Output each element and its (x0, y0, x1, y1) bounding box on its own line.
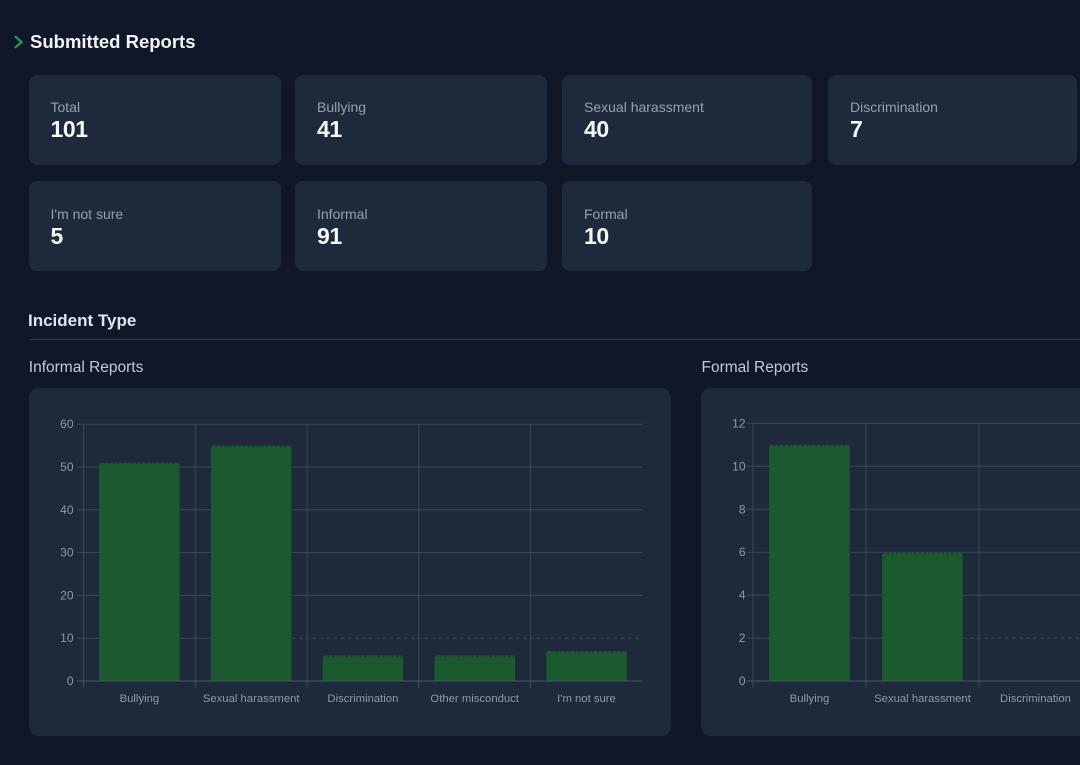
svg-text:Sexual harassment: Sexual harassment (874, 693, 972, 705)
svg-text:60: 60 (60, 417, 74, 431)
svg-text:Other misconduct: Other misconduct (430, 693, 519, 705)
svg-text:I'm not sure: I'm not sure (557, 693, 616, 705)
svg-text:6: 6 (739, 545, 746, 559)
svg-text:4: 4 (739, 588, 746, 602)
svg-text:Discrimination: Discrimination (1000, 693, 1071, 705)
svg-text:Sexual harassment: Sexual harassment (203, 693, 301, 705)
svg-text:0: 0 (739, 674, 746, 688)
svg-text:30: 30 (60, 545, 74, 559)
svg-text:Discrimination: Discrimination (327, 693, 398, 705)
svg-text:0: 0 (67, 674, 74, 688)
svg-text:10: 10 (60, 631, 74, 645)
svg-text:12: 12 (732, 416, 746, 430)
svg-text:20: 20 (60, 588, 74, 602)
svg-text:Bullying: Bullying (790, 693, 830, 705)
svg-text:50: 50 (60, 460, 74, 474)
svg-text:10: 10 (732, 459, 746, 473)
svg-text:Bullying: Bullying (120, 693, 160, 705)
svg-text:40: 40 (60, 502, 74, 516)
svg-text:8: 8 (739, 502, 746, 516)
svg-text:2: 2 (739, 631, 746, 645)
